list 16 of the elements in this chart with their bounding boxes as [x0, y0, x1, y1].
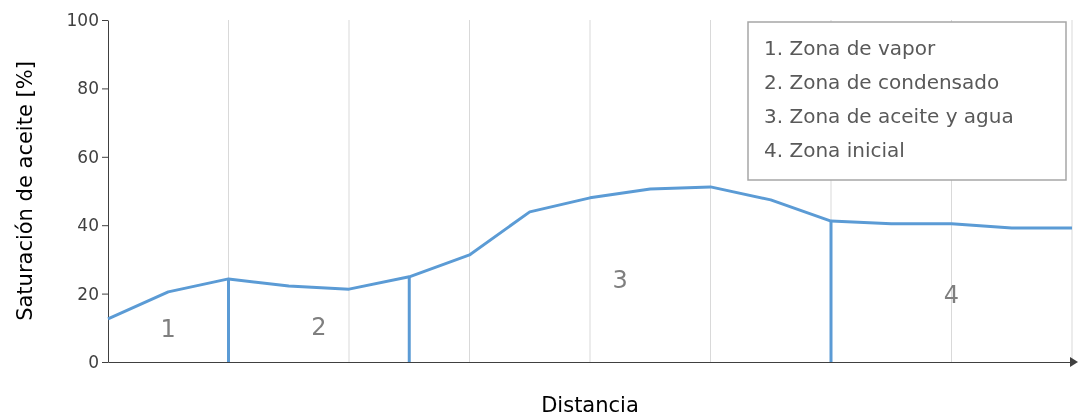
annotation: 1: [160, 314, 176, 343]
annotation: 1. Zona de vapor: [764, 36, 937, 60]
y-tick-label: 40: [77, 215, 99, 236]
x-axis-title: Distancia: [541, 393, 639, 416]
y-axis-title: Saturación de aceite [%]: [13, 61, 37, 321]
y-tick-label: 80: [77, 78, 99, 99]
annotation: 3. Zona de aceite y agua: [764, 104, 1014, 128]
annotation: 2. Zona de condensado: [764, 70, 1000, 94]
y-tick-label: 20: [77, 283, 99, 304]
annotation: 4: [943, 280, 960, 309]
y-tick-label: 100: [66, 9, 99, 30]
annotation: 3: [612, 265, 628, 294]
y-tick-label: 60: [77, 146, 99, 167]
annotation: 2: [311, 312, 327, 341]
y-tick-label: 0: [88, 351, 99, 372]
annotation: 4. Zona inicial: [764, 138, 905, 162]
